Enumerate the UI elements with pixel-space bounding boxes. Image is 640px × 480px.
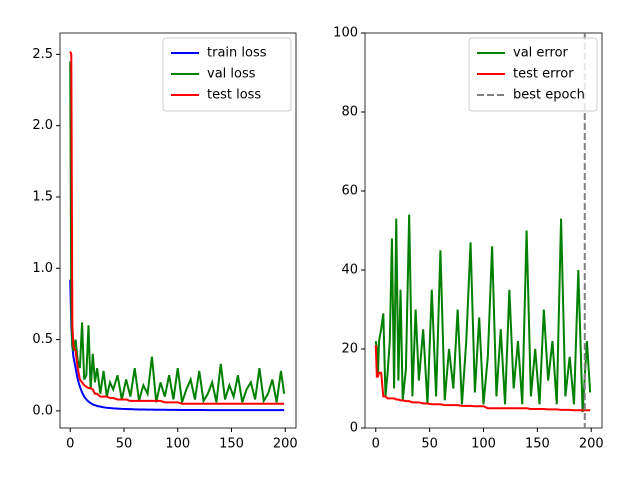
x-tick-label: 100	[471, 437, 496, 452]
legend-box	[468, 37, 598, 112]
legend-label: test loss	[207, 88, 261, 103]
y-tick-label: 80	[341, 105, 358, 120]
y-tick-label: 0.5	[32, 332, 53, 347]
x-tick-label: 150	[525, 437, 550, 452]
series-line	[374, 214, 592, 413]
legend-label: test error	[513, 67, 574, 82]
y-tick-label: 1.0	[32, 261, 53, 276]
legend-box	[162, 37, 292, 112]
x-tick-label: 50	[116, 437, 133, 452]
series-line	[69, 61, 286, 404]
y-tick-label: 60	[341, 184, 358, 199]
series-line	[374, 345, 591, 412]
x-tick-label: 0	[66, 437, 74, 452]
legend-label: best epoch	[513, 88, 585, 103]
y-tick-label: 20	[341, 342, 358, 357]
y-tick-label: 0	[350, 421, 358, 436]
y-tick-label: 1.5	[32, 189, 53, 204]
x-tick-label: 200	[579, 437, 604, 452]
y-tick-label: 0.0	[32, 403, 53, 418]
x-tick-label: 0	[372, 437, 380, 452]
legend-label: val loss	[207, 67, 256, 82]
y-tick-label: 100	[333, 26, 358, 41]
x-tick-label: 50	[421, 437, 438, 452]
legend-label: val error	[513, 46, 569, 61]
series-line	[69, 279, 285, 412]
x-tick-label: 100	[165, 437, 190, 452]
x-tick-label: 200	[273, 437, 298, 452]
series-line	[69, 51, 285, 405]
x-tick-label: 150	[219, 437, 244, 452]
legend-label: train loss	[207, 46, 267, 61]
y-tick-label: 2.5	[32, 47, 53, 62]
y-tick-label: 2.0	[32, 118, 53, 133]
y-tick-label: 40	[341, 263, 358, 278]
